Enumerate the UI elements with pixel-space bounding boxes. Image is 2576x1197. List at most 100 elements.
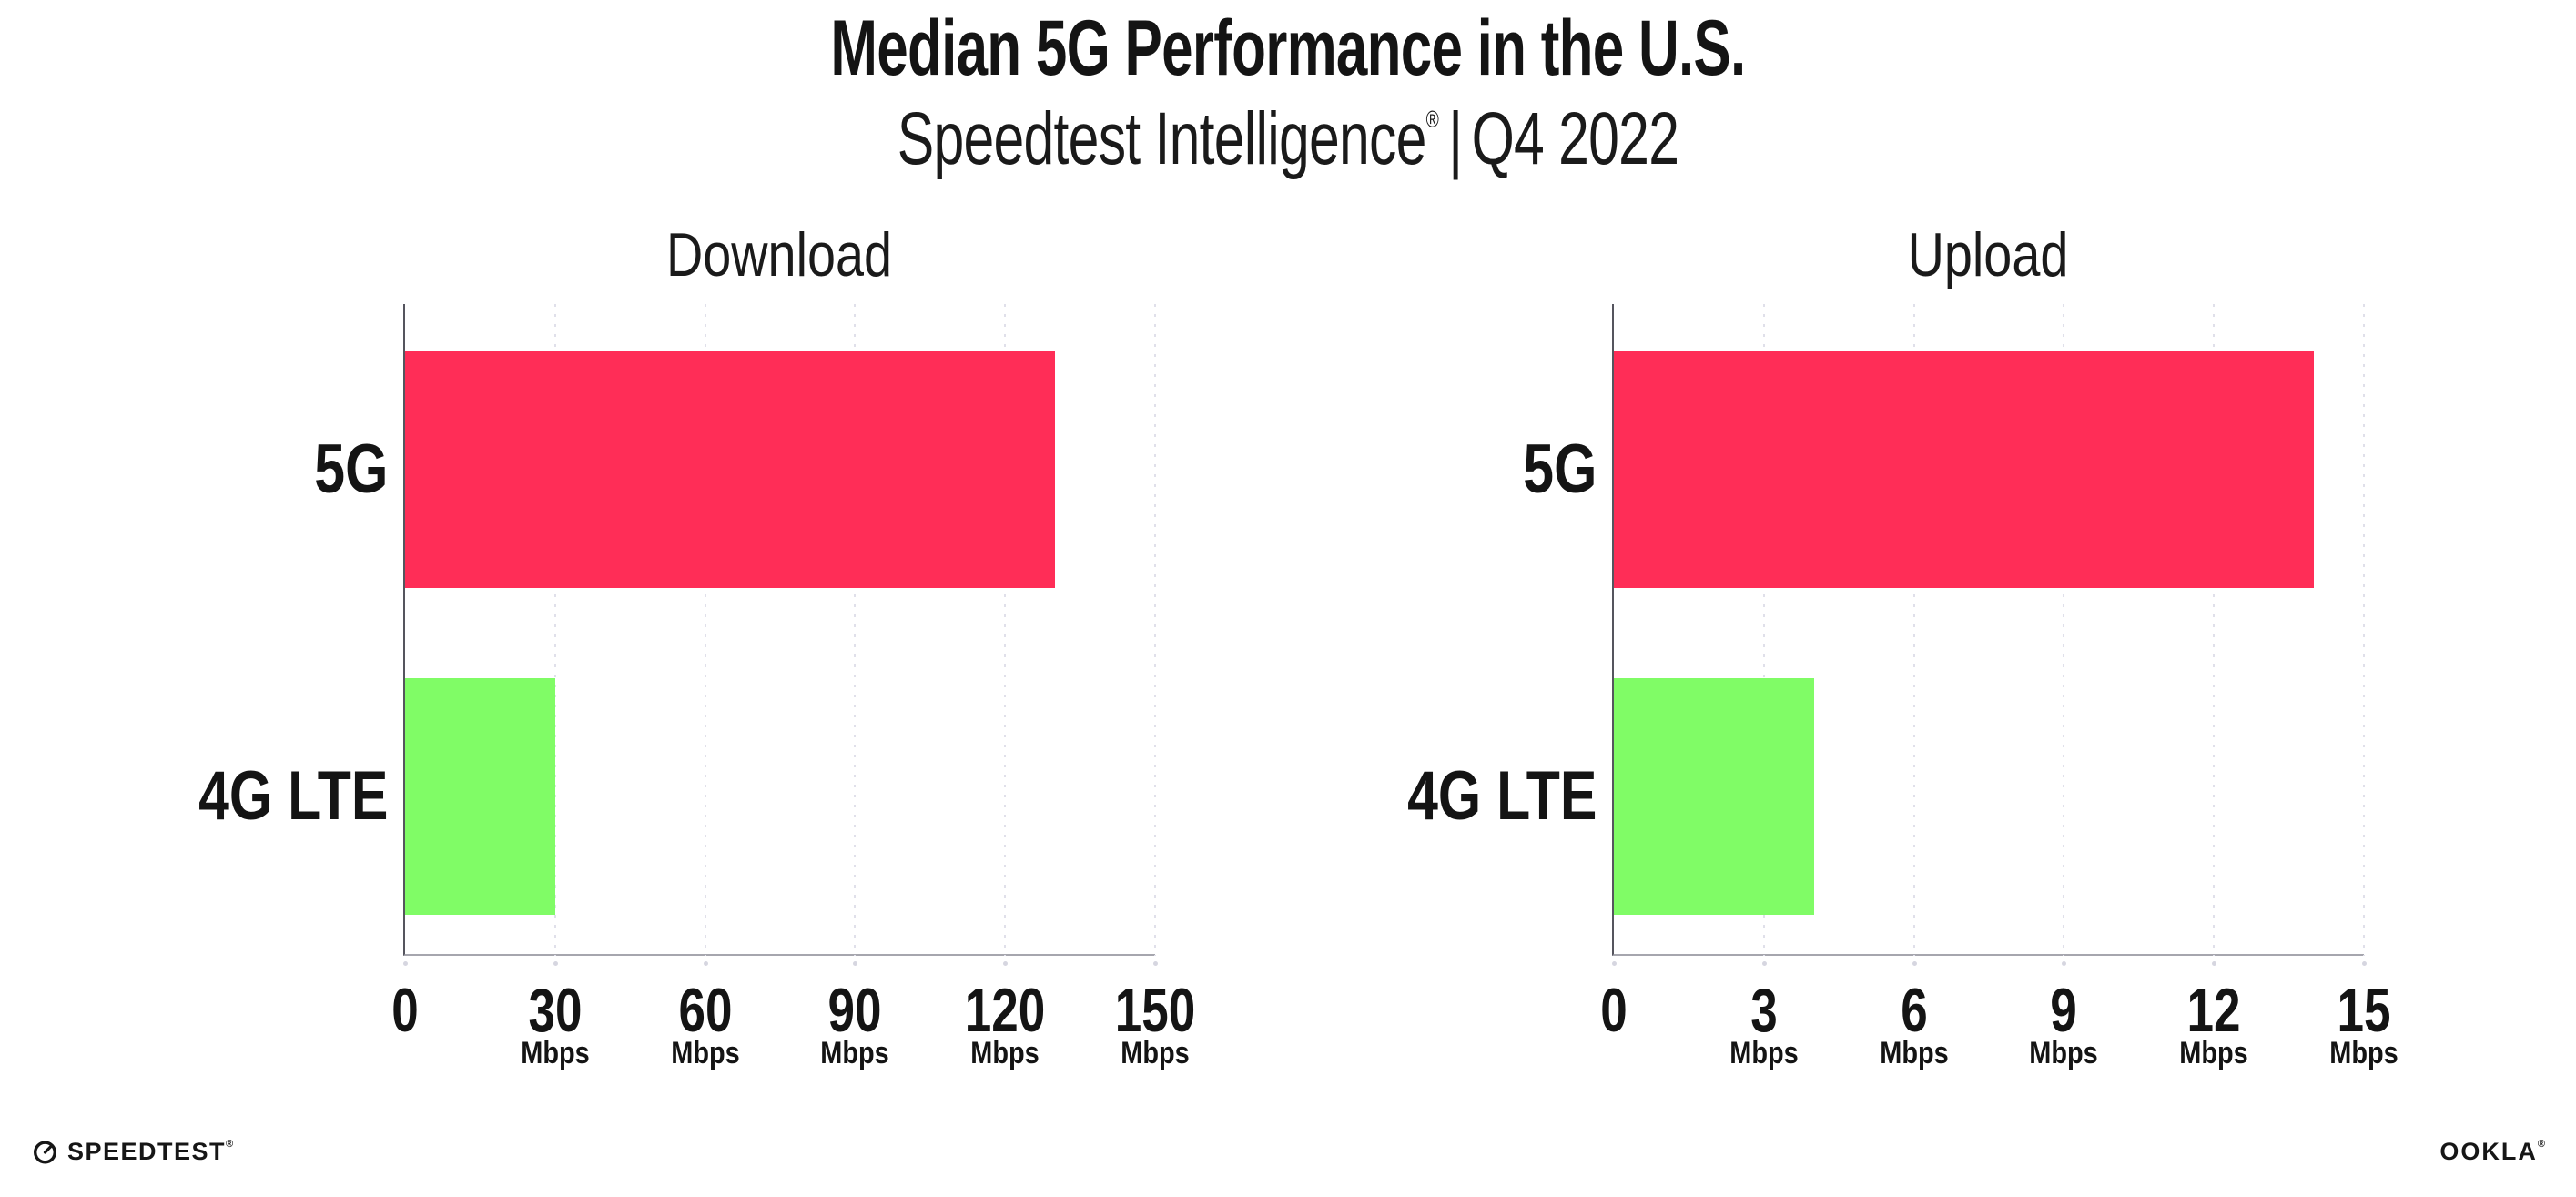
figure-subtitle-row: Speedtest Intelligence® | Q4 2022 <box>0 102 2576 177</box>
x-tick-unit-text: Mbps <box>1729 1036 1799 1070</box>
5g-bar <box>405 351 1055 588</box>
axis-tick-mark <box>1612 961 1617 966</box>
x-tick-value: 30 <box>528 976 583 1045</box>
x-tick-label: 60 <box>671 979 740 1041</box>
x-tick-value: 90 <box>827 976 882 1045</box>
4g-lte-bar <box>1614 678 1814 915</box>
x-tick-label: 12 <box>2179 979 2248 1041</box>
x-tick-value: 6 <box>1900 976 1928 1045</box>
speedtest-registered-mark: ® <box>226 1139 234 1150</box>
y-category-label: 5G <box>1287 435 1597 504</box>
x-tick-label: 9 <box>2046 979 2081 1041</box>
axis-tick-mark <box>2362 961 2367 966</box>
axis-tick-mark <box>1761 961 1767 966</box>
gridline <box>1912 304 1915 956</box>
x-tick-unit: Mbps <box>815 1038 896 1069</box>
axis-tick-mark <box>703 961 708 966</box>
x-tick-unit: Mbps <box>1723 1038 1804 1069</box>
subtitle-period: Q4 2022 <box>1471 97 1679 180</box>
axis-tick-mark <box>1912 961 1917 966</box>
ookla-logo: OOKLA® <box>2439 1140 2545 1164</box>
speedtest-wordmark: SPEEDTEST® <box>67 1138 234 1165</box>
axis-tick-mark <box>853 961 858 966</box>
x-tick-unit-text: Mbps <box>970 1036 1040 1070</box>
x-tick-unit-text: Mbps <box>820 1036 890 1070</box>
x-tick-label: 15 <box>2329 979 2399 1041</box>
x-tick-unit-text: Mbps <box>670 1036 740 1070</box>
axis-tick-mark <box>553 961 558 966</box>
y-category-label: 5G <box>78 435 388 504</box>
gridline <box>704 304 706 956</box>
gridline <box>2363 304 2365 956</box>
chart-title-text: Download <box>666 220 892 289</box>
chart-title: Download <box>642 224 917 286</box>
4g-lte-bar <box>405 678 555 915</box>
x-tick-unit: Mbps <box>2023 1038 2104 1069</box>
x-tick-unit: Mbps <box>1115 1038 1196 1069</box>
gridline <box>2063 304 2065 956</box>
x-tick-label: 120 <box>953 979 1056 1041</box>
x-tick-unit: Mbps <box>965 1038 1046 1069</box>
x-tick-value: 60 <box>678 976 733 1045</box>
x-tick-value: 9 <box>2050 976 2078 1045</box>
axis-tick-mark <box>2212 961 2217 966</box>
figure-title-row: Median 5G Performance in the U.S. <box>0 9 2576 87</box>
ookla-registered-mark: ® <box>2537 1139 2545 1150</box>
x-tick-label: 3 <box>1747 979 1781 1041</box>
x-tick-label: 6 <box>1897 979 1932 1041</box>
x-tick-value: 12 <box>2186 976 2241 1045</box>
x-tick-label: 90 <box>821 979 890 1041</box>
x-tick-unit: Mbps <box>664 1038 745 1069</box>
x-tick-unit-text: Mbps <box>2029 1036 2099 1070</box>
gridline <box>2213 304 2216 956</box>
x-tick-unit-text: Mbps <box>1121 1036 1190 1070</box>
subtitle-separator: | <box>1448 97 1463 180</box>
registered-mark: ® <box>1425 106 1439 133</box>
plot-area <box>1612 304 2365 956</box>
x-tick-value: 3 <box>1750 976 1778 1045</box>
x-tick-value: 150 <box>1114 976 1196 1045</box>
x-tick-unit-text: Mbps <box>2329 1036 2399 1070</box>
gridline <box>1004 304 1007 956</box>
x-tick-unit-text: Mbps <box>2179 1036 2248 1070</box>
y-category-text: 5G <box>313 431 388 508</box>
x-tick-label: 0 <box>388 979 422 1041</box>
gridline <box>553 304 556 956</box>
y-category-text: 5G <box>1522 431 1597 508</box>
subtitle-brand: Speedtest Intelligence <box>897 97 1427 180</box>
axis-tick-mark <box>1153 961 1158 966</box>
y-category-text: 4G LTE <box>1406 757 1597 835</box>
plot-area <box>403 304 1156 956</box>
y-category-text: 4G LTE <box>198 757 388 835</box>
x-tick-value: 0 <box>1600 976 1628 1045</box>
axis-tick-mark <box>1003 961 1009 966</box>
ookla-wordmark: OOKLA® <box>2439 1138 2545 1165</box>
5g-bar <box>1614 351 2314 588</box>
speedtest-logo: SPEEDTEST® <box>31 1138 233 1166</box>
axis-tick-mark <box>403 961 408 966</box>
gridline <box>1762 304 1765 956</box>
gridline <box>854 304 857 956</box>
x-tick-label: 30 <box>521 979 590 1041</box>
x-tick-value: 120 <box>964 976 1046 1045</box>
axis-tick-mark <box>2062 961 2067 966</box>
figure-subtitle: Speedtest Intelligence® | Q4 2022 <box>898 102 1679 177</box>
x-tick-unit: Mbps <box>1873 1038 1954 1069</box>
x-tick-unit: Mbps <box>2324 1038 2405 1069</box>
x-tick-unit-text: Mbps <box>521 1036 590 1070</box>
x-tick-unit-text: Mbps <box>1879 1036 1949 1070</box>
y-category-label: 4G LTE <box>78 762 388 831</box>
chart-title-text: Upload <box>1907 220 2069 289</box>
x-tick-unit: Mbps <box>2174 1038 2255 1069</box>
speedtest-gauge-icon <box>33 1141 57 1164</box>
x-tick-label: 150 <box>1103 979 1206 1041</box>
x-tick-value: 15 <box>2337 976 2391 1045</box>
x-tick-value: 0 <box>391 976 419 1045</box>
x-tick-label: 0 <box>1597 979 1631 1041</box>
y-category-label: 4G LTE <box>1287 762 1597 831</box>
chart-title: Upload <box>1890 224 2086 286</box>
x-tick-unit: Mbps <box>514 1038 595 1069</box>
